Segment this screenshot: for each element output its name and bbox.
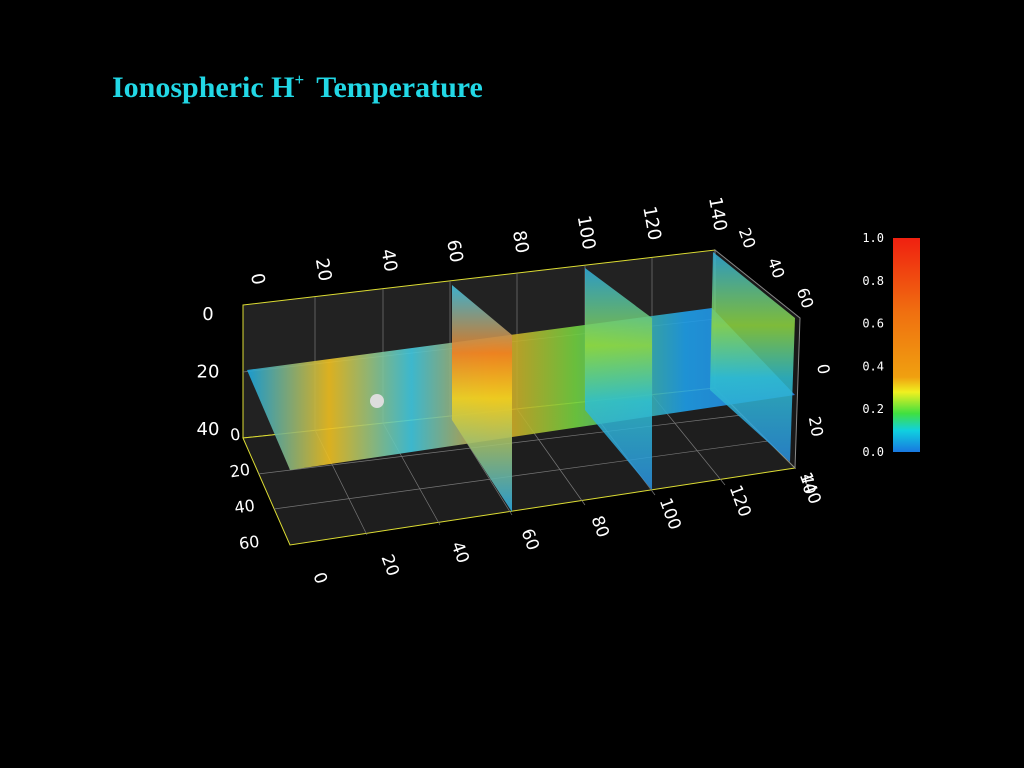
title: Ionospheric H+ Temperature bbox=[112, 70, 483, 105]
axis-tick-label: 40 bbox=[797, 472, 819, 495]
axis-tick-label: 20 bbox=[197, 362, 220, 383]
colorbar bbox=[893, 238, 920, 452]
axis-tick-label: 20 bbox=[311, 257, 336, 283]
colorbar-label: 0.2 bbox=[862, 402, 884, 416]
title-superscript: + bbox=[294, 70, 305, 89]
axis-tick-label: 80 bbox=[508, 229, 533, 255]
colorbar-label: 0.0 bbox=[862, 445, 884, 459]
axis-tick-label: 60 bbox=[442, 238, 467, 264]
axis-tick-label: 20 bbox=[805, 415, 827, 438]
axis-tick-label: 40 bbox=[197, 419, 220, 440]
title-rest: Temperature bbox=[316, 71, 483, 104]
axis-tick-label: 0 bbox=[246, 272, 269, 287]
title-main: Ionospheric H bbox=[112, 71, 295, 104]
colorbar-label: 0.6 bbox=[862, 317, 884, 331]
colorbar-label: 1.0 bbox=[862, 231, 884, 245]
axis-tick-label: 20 bbox=[735, 225, 760, 251]
axis-tick-label: 0 bbox=[813, 362, 833, 375]
vertical-slice bbox=[585, 268, 652, 490]
axis-tick-label: 120 bbox=[638, 205, 665, 242]
axis-tick-label: 140 bbox=[704, 195, 731, 232]
axis-tick-label: 100 bbox=[655, 495, 685, 532]
axis-tick-label: 20 bbox=[377, 552, 403, 579]
axis-tick-label: 0 bbox=[229, 424, 242, 444]
axis-tick-label: 40 bbox=[377, 247, 402, 273]
axis-tick-label: 20 bbox=[228, 460, 251, 482]
axis-tick-label: 40 bbox=[764, 255, 789, 281]
axis-tick-label: 60 bbox=[793, 285, 818, 311]
colorbar-label: 0.4 bbox=[862, 359, 884, 373]
axis-tick-label: 80 bbox=[587, 513, 613, 540]
axis-tick-label: 40 bbox=[233, 496, 256, 518]
axis-tick-label: 40 bbox=[447, 539, 473, 566]
end-slice bbox=[710, 252, 795, 462]
axis-tick-label: 0 bbox=[308, 570, 330, 587]
vertical-slice bbox=[452, 285, 512, 512]
planet bbox=[370, 394, 384, 408]
axis-tick-label: 60 bbox=[517, 526, 543, 553]
axis-tick-label: 60 bbox=[238, 532, 261, 554]
colorbar-label: 0.8 bbox=[862, 274, 884, 288]
axis-tick-label: 120 bbox=[725, 482, 755, 519]
axis-tick-label: 0 bbox=[202, 304, 213, 325]
horizontal-slice bbox=[247, 308, 795, 470]
axis-tick-label: 100 bbox=[573, 214, 600, 251]
